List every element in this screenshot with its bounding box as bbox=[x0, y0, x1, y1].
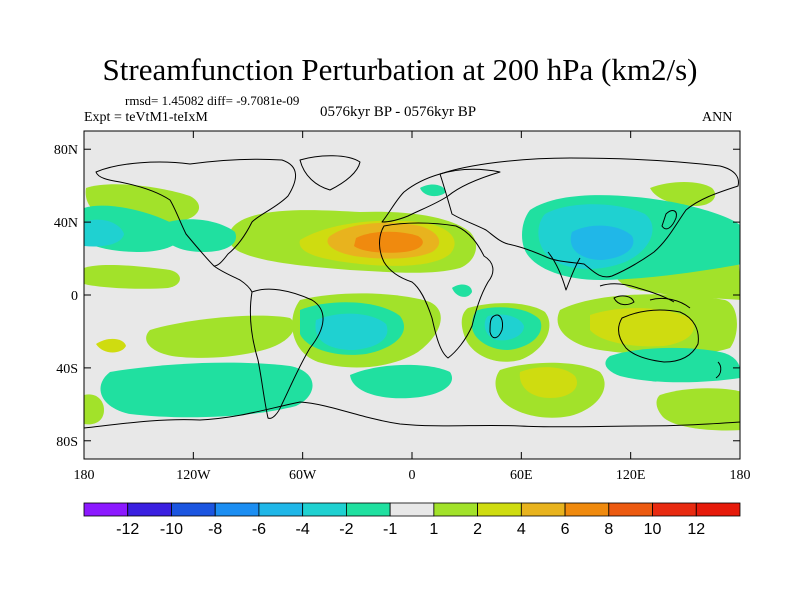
coastlines bbox=[84, 155, 740, 429]
colorbar-swatch bbox=[83, 502, 129, 517]
contour-fields bbox=[84, 182, 740, 431]
y-tick-label: 40N bbox=[54, 216, 78, 231]
colorbar-swatch bbox=[608, 502, 653, 517]
colorbar-label: 4 bbox=[517, 521, 526, 538]
colorbar-swatch bbox=[695, 502, 741, 517]
colorbar-swatch bbox=[389, 502, 435, 517]
colorbar-label: -4 bbox=[296, 521, 310, 538]
colorbar-swatch bbox=[564, 502, 610, 517]
x-tick-label: 60W bbox=[289, 468, 317, 483]
colorbar-label: -6 bbox=[252, 521, 266, 538]
experiment-label: Expt = teVtM1-teIxM bbox=[84, 110, 208, 125]
x-tick-label: 180 bbox=[730, 468, 751, 483]
season-label: ANN bbox=[702, 110, 733, 125]
colorbar-label: 1 bbox=[429, 521, 438, 538]
x-tick-label: 120W bbox=[176, 468, 211, 483]
colorbar-label: -1 bbox=[383, 521, 397, 538]
anomaly-band-blue bbox=[570, 225, 634, 260]
colorbar-label: -10 bbox=[160, 521, 183, 538]
colorbar-swatch bbox=[433, 502, 479, 517]
colorbar-label: 10 bbox=[644, 521, 662, 538]
period-label: 0576kyr BP - 0576kyr BP bbox=[320, 104, 477, 120]
colorbar-swatch bbox=[302, 502, 347, 517]
anomaly-band-dark-orange bbox=[354, 231, 423, 253]
colorbar-swatch bbox=[171, 502, 216, 517]
y-tick-label: 80N bbox=[54, 143, 78, 158]
colorbar-label: -12 bbox=[116, 521, 139, 538]
colorbar-label: -8 bbox=[208, 521, 222, 538]
colorbar-label: 12 bbox=[687, 521, 705, 538]
colorbar: -12 -10 -8 -6 -4 -2 -1 1 2 4 6 8 10 12 bbox=[83, 502, 741, 538]
y-tick-label: 40S bbox=[56, 362, 78, 377]
colorbar-swatch bbox=[520, 502, 566, 517]
x-tick-label: 180 bbox=[74, 468, 95, 483]
x-tick-label: 0 bbox=[409, 468, 416, 483]
colorbar-swatch bbox=[652, 502, 697, 517]
axes: 180 120W 60W 0 60E 120E 180 80N 40N 0 40S 80S bbox=[54, 131, 751, 483]
colorbar-swatch bbox=[477, 502, 522, 517]
chart-title: Streamfunction Perturbation at 200 hPa (… bbox=[102, 52, 698, 87]
colorbar-swatch bbox=[127, 502, 172, 517]
rmsd-text: rmsd= 1.45082 diff= -9.7081e-09 bbox=[125, 93, 300, 108]
x-tick-label: 60E bbox=[510, 468, 533, 483]
x-tick-label: 120E bbox=[616, 468, 646, 483]
colorbar-label: -2 bbox=[339, 521, 353, 538]
colorbar-label: 2 bbox=[473, 521, 482, 538]
y-tick-label: 0 bbox=[71, 289, 78, 304]
colorbar-label: 6 bbox=[561, 521, 570, 538]
colorbar-label: 8 bbox=[604, 521, 613, 538]
colorbar-swatch bbox=[214, 502, 260, 517]
colorbar-swatch bbox=[258, 502, 304, 517]
colorbar-swatch bbox=[345, 502, 391, 517]
y-tick-label: 80S bbox=[56, 435, 78, 450]
